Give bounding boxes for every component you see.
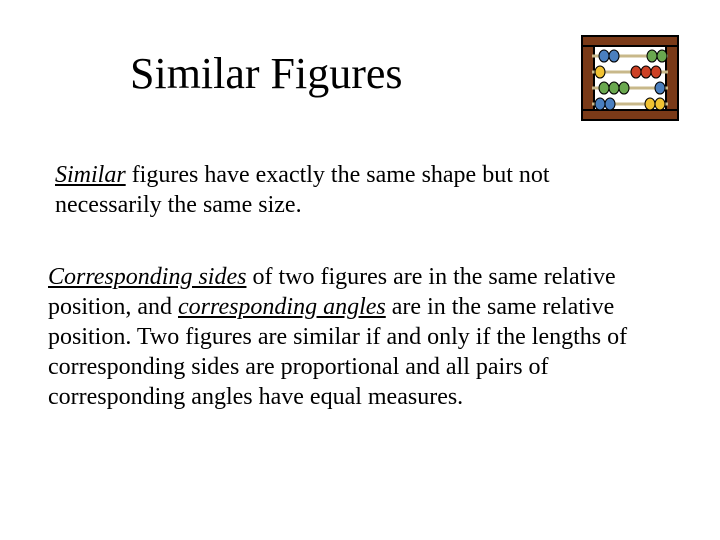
term-corresponding-angles: corresponding angles [178,294,386,320]
para1-text: figures have exactly the same shape but … [55,162,550,218]
definition-paragraph-1: Similar figures have exactly the same sh… [55,160,615,220]
term-corresponding-sides: Corresponding sides [48,264,246,290]
slide-title: Similar Figures [130,48,403,99]
term-similar: Similar [55,162,126,188]
definition-paragraph-2: Corresponding sides of two figures are i… [48,262,643,412]
slide: Similar Figures Similar figures have exa… [0,0,720,540]
abacus-icon [574,30,686,130]
